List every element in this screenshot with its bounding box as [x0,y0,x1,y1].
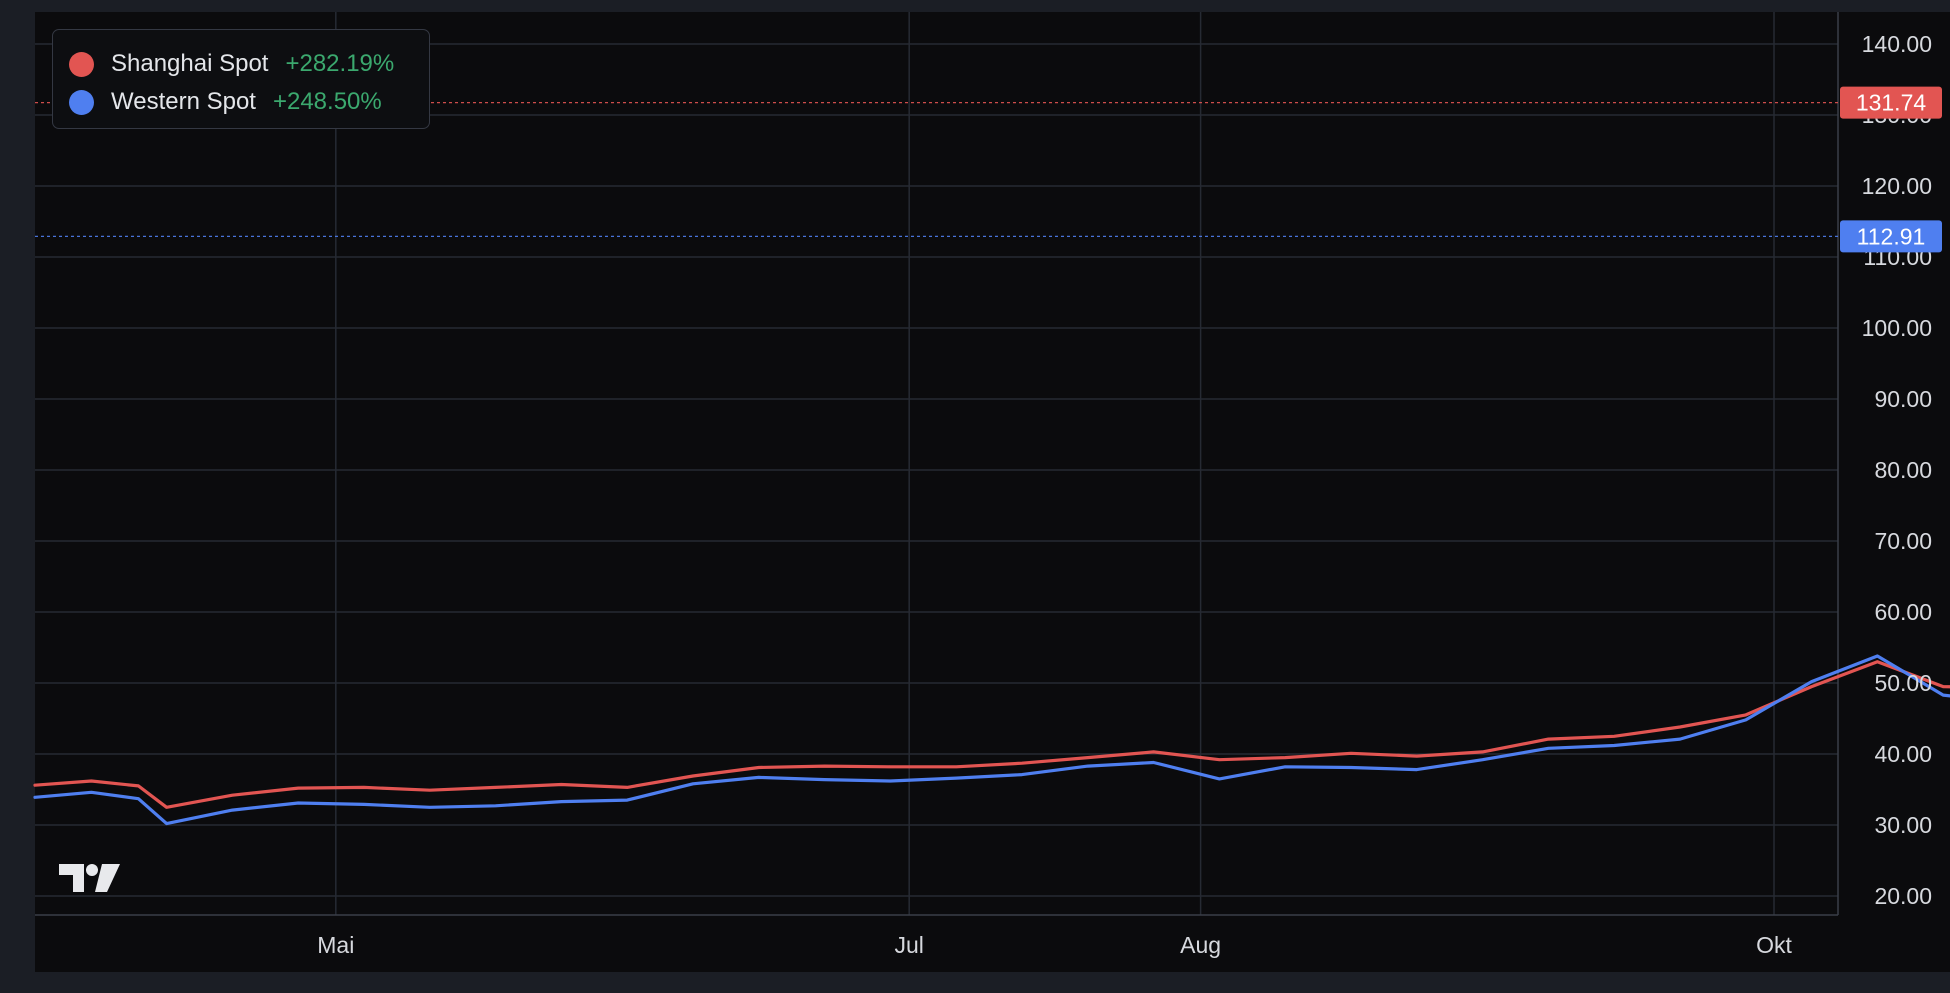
y-tick-label: 50.00 [1874,670,1932,696]
last-value-badges: 131.74 112.91 [1840,86,1942,253]
y-tick-label: 140.00 [1862,31,1932,57]
legend-label-shanghai-spot: Shanghai Spot [111,50,269,77]
series-line-shanghai-spot [33,660,1950,809]
last-value-label-western-spot: 112.91 [1857,223,1926,249]
x-tick-label: Okt [1756,932,1792,958]
y-tick-label: 100.00 [1862,315,1932,341]
x-tick-label: Mai [317,932,354,958]
tradingview-logo[interactable] [58,862,122,894]
series-layer [33,654,1950,826]
last-value-label-shanghai-spot: 131.74 [1856,90,1927,116]
chart-background [35,12,1950,972]
y-tick-label: 30.00 [1874,812,1932,838]
y-tick-label: 80.00 [1874,457,1932,483]
legend-item-shanghai-spot[interactable]: Shanghai Spot +282.19% [69,45,429,83]
y-tick-label: 90.00 [1874,386,1932,412]
y-tick-label: 120.00 [1862,173,1932,199]
x-axis-labels: MaiJulAugOktDez2026 [317,932,1792,958]
y-axis-labels: 20.00 30.00 40.00 50.00 60.00 70.00 80.00 90.00… [1862,31,1932,909]
x-tick-label: Aug [1180,932,1221,958]
legend-change-western-spot: +248.50% [272,88,382,115]
last-value-badge-shanghai-spot [1840,86,1942,119]
legend-dot-shanghai-spot [69,51,94,77]
y-tick-label: 20.00 [1874,883,1932,909]
y-tick-label: 40.00 [1874,741,1932,767]
grid-layer [35,12,1838,915]
legend: Shanghai Spot +282.19% Western Spot +248… [52,29,430,129]
axis-layer [35,12,1839,916]
y-tick-label: 60.00 [1874,599,1932,625]
legend-dot-western-spot [69,89,94,115]
y-tick-label: 70.00 [1874,528,1932,554]
legend-change-shanghai-spot: +282.19% [285,50,395,77]
x-tick-label: Jul [894,932,923,958]
series-line-western-spot [33,654,1950,826]
legend-item-western-spot[interactable]: Western Spot +248.50% [69,83,429,121]
legend-label-western-spot: Western Spot [111,88,256,115]
last-value-badge-western-spot [1840,220,1942,253]
